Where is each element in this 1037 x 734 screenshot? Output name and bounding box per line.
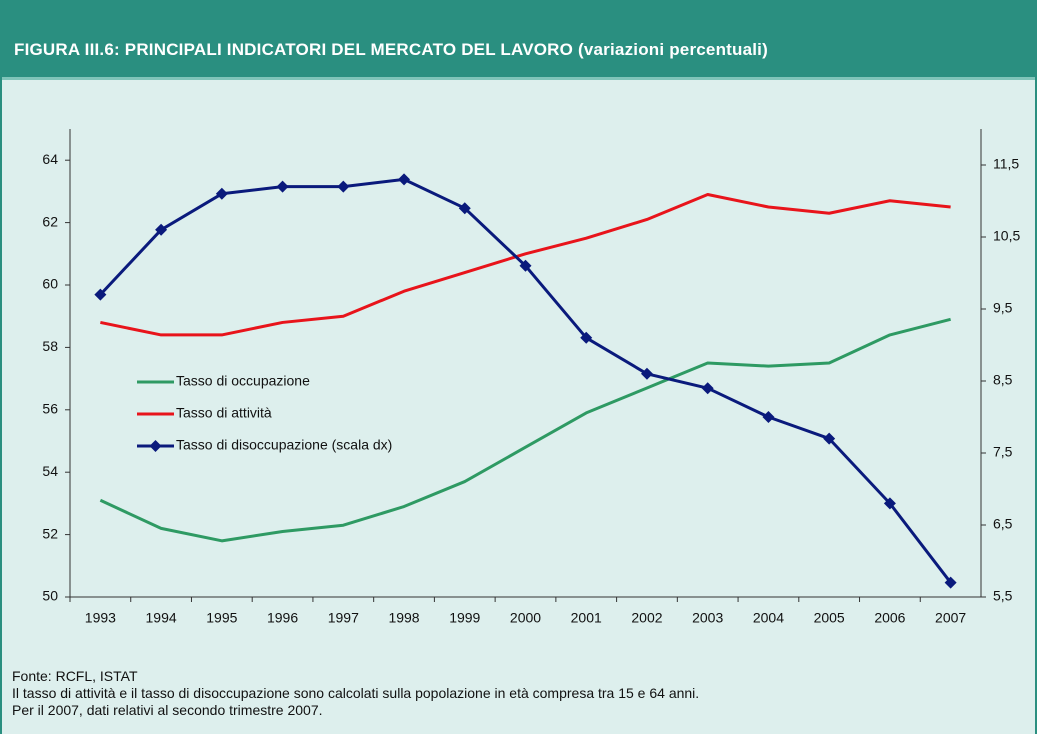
y-tick-label: 50: [42, 588, 58, 604]
y2-tick-label: 5,5: [993, 588, 1013, 604]
legend-label: Tasso di occupazione: [176, 373, 310, 389]
marker: [94, 288, 107, 301]
x-tick-label: 1993: [85, 610, 116, 626]
legend-label: Tasso di attività: [176, 405, 272, 421]
x-tick-label: 2002: [631, 610, 662, 626]
y2-tick-label: 7,5: [993, 444, 1013, 460]
y2-tick-label: 9,5: [993, 300, 1013, 316]
note: Per il 2007, dati relativi al secondo tr…: [12, 702, 323, 718]
marker: [640, 367, 653, 380]
y-tick-label: 58: [42, 338, 58, 354]
x-tick-label: 2004: [753, 610, 784, 626]
marker: [580, 331, 593, 344]
note: Fonte: RCFL, ISTAT: [12, 668, 138, 684]
x-tick-label: 1997: [328, 610, 359, 626]
y-tick-label: 54: [42, 463, 58, 479]
marker: [215, 187, 228, 200]
y-tick-label: 60: [42, 276, 58, 292]
marker: [398, 173, 411, 186]
y-tick-label: 64: [42, 151, 58, 167]
note: Il tasso di attività e il tasso di disoc…: [12, 685, 700, 701]
legend-marker: [149, 440, 162, 452]
x-tick-label: 2000: [510, 610, 541, 626]
marker: [823, 432, 836, 445]
marker: [276, 180, 289, 193]
marker: [458, 202, 471, 215]
legend-label: Tasso di disoccupazione (scala dx): [176, 437, 392, 453]
x-tick-label: 2005: [814, 610, 845, 626]
y-tick-label: 62: [42, 213, 58, 229]
x-tick-label: 2003: [692, 610, 723, 626]
y2-tick-label: 10,5: [993, 228, 1020, 244]
chart-title: FIGURA III.6: PRINCIPALI INDICATORI DEL …: [14, 40, 768, 59]
x-tick-label: 1994: [146, 610, 177, 626]
y-tick-label: 56: [42, 401, 58, 417]
marker: [519, 259, 532, 272]
marker: [701, 382, 714, 395]
header: FIGURA III.6: PRINCIPALI INDICATORI DEL …: [2, 0, 1035, 80]
y2-tick-label: 6,5: [993, 516, 1013, 532]
y2-tick-label: 8,5: [993, 372, 1013, 388]
x-tick-label: 2001: [571, 610, 602, 626]
x-tick-label: 2006: [874, 610, 905, 626]
x-tick-label: 1999: [449, 610, 480, 626]
x-tick-label: 1996: [267, 610, 298, 626]
series-line: [99, 317, 952, 543]
x-tick-label: 1995: [206, 610, 237, 626]
x-tick-label: 2007: [935, 610, 966, 626]
marker: [944, 576, 957, 589]
notes: Fonte: RCFL, ISTAT Il tasso di attività …: [12, 668, 699, 719]
marker: [155, 223, 168, 236]
y2-tick-label: 11,5: [993, 156, 1019, 172]
marker: [337, 180, 350, 193]
y-tick-label: 52: [42, 525, 58, 541]
marker: [883, 497, 896, 510]
marker: [762, 411, 775, 423]
x-tick-label: 1998: [388, 610, 419, 626]
series-line: [100, 193, 951, 337]
